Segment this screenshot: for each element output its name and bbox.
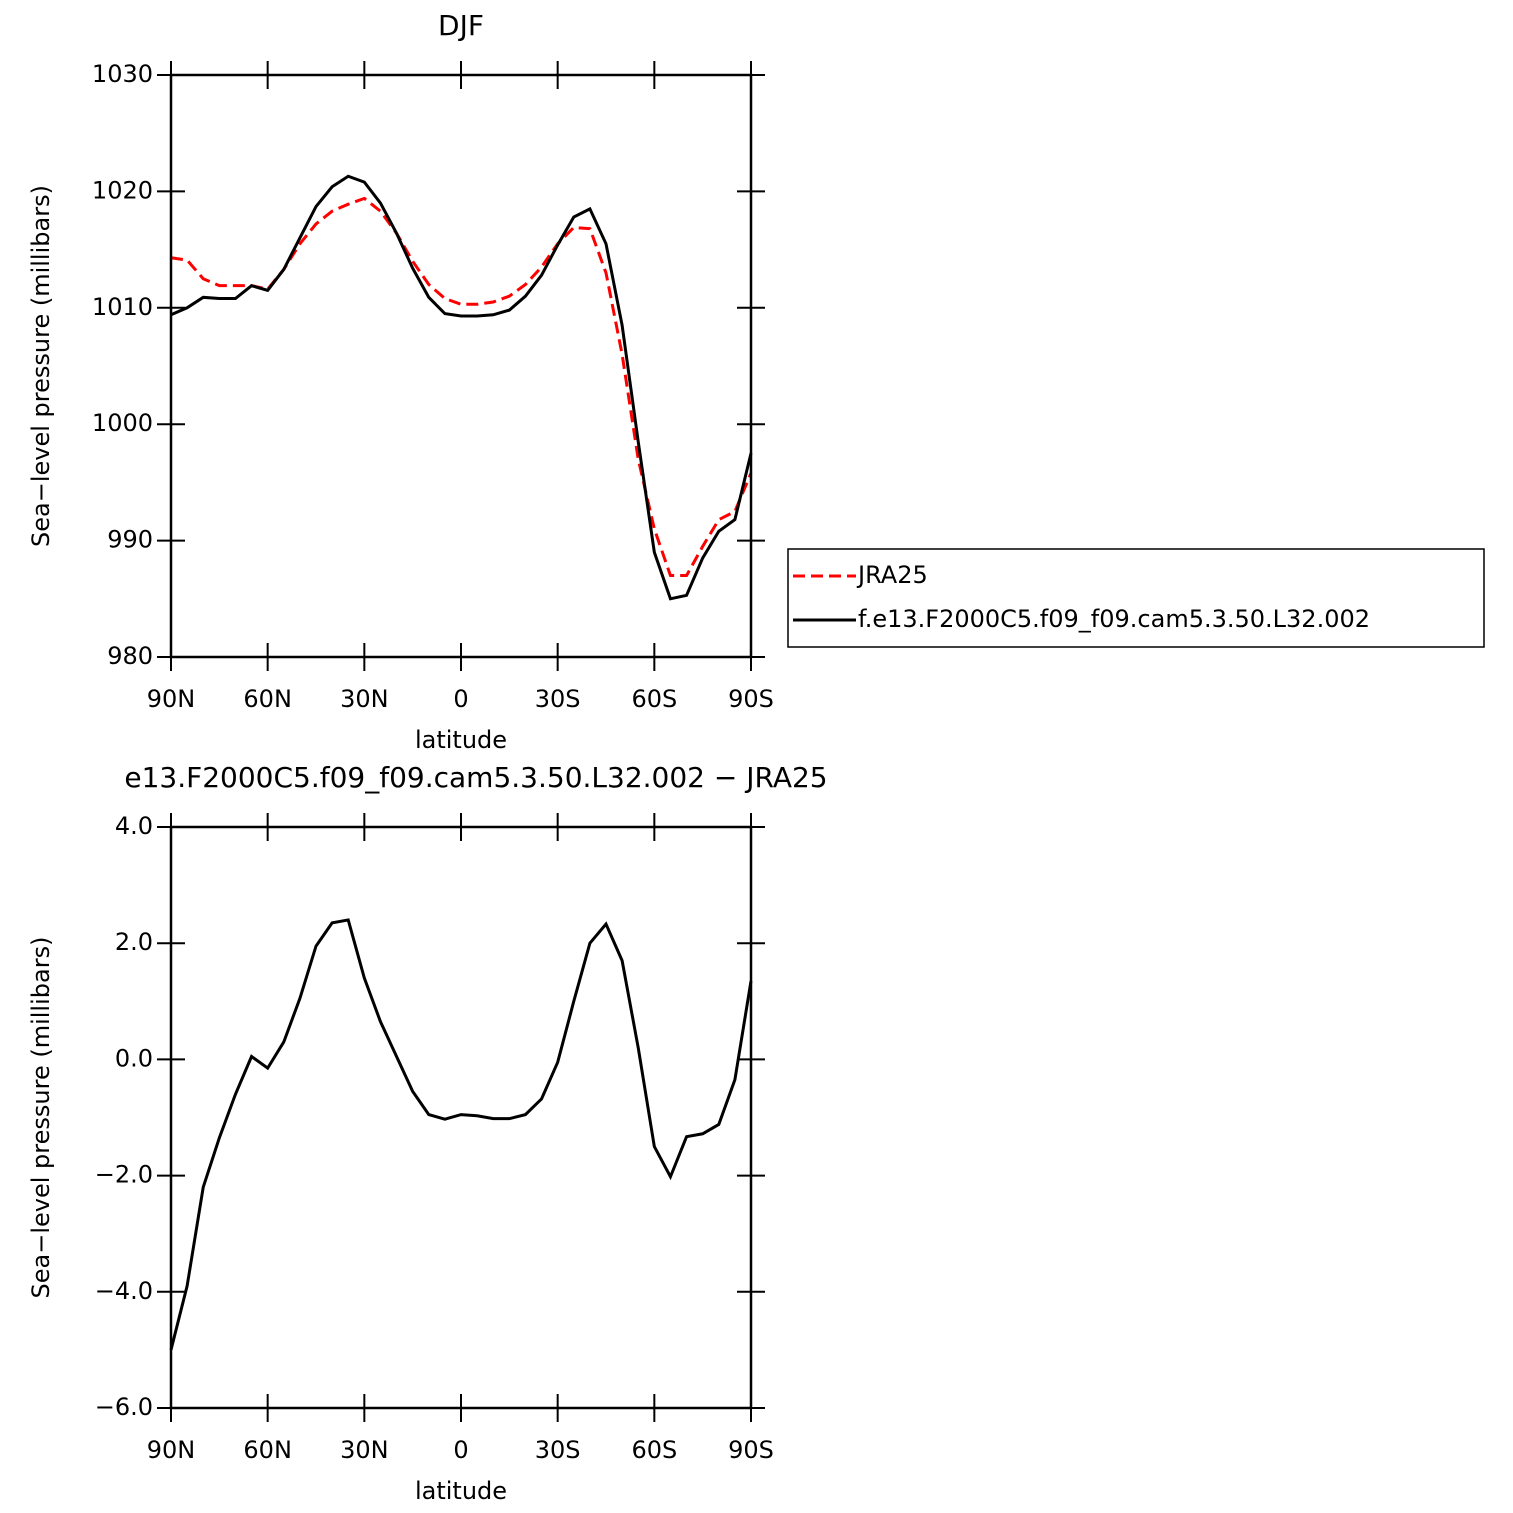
y-tick-label: 990: [107, 526, 153, 554]
y-tick-label: 2.0: [115, 928, 153, 956]
y-tick-label: 1020: [92, 176, 153, 204]
y-tick-label: −2.0: [95, 1161, 153, 1189]
y-tick-label: 980: [107, 642, 153, 670]
plot-frame: [169, 73, 753, 659]
y-tick-label: 0.0: [115, 1044, 153, 1072]
y-tick-label: −4.0: [95, 1277, 153, 1305]
x-tick-label: 60N: [243, 685, 292, 713]
y-axis-label: Sea−level pressure (millibars): [27, 185, 55, 547]
y-tick-label: −6.0: [95, 1393, 153, 1421]
chart-title: e13.F2000C5.f09_f09.cam5.3.50.L32.002 − …: [124, 761, 827, 794]
x-tick-label: 30N: [340, 685, 389, 713]
x-tick-label: 0: [453, 1436, 468, 1464]
x-tick-label: 90N: [147, 1436, 196, 1464]
x-tick-label: 0: [453, 685, 468, 713]
legend-label: f.e13.F2000C5.f09_f09.cam5.3.50.L32.002: [858, 605, 1370, 633]
plot-frame: [169, 825, 753, 1410]
x-tick-label: 60S: [631, 1436, 677, 1464]
y-tick-label: 1000: [92, 409, 153, 437]
data-line: [170, 174, 753, 601]
x-tick-label: 90S: [728, 1436, 774, 1464]
x-tick-label: 30S: [535, 1436, 581, 1464]
y-tick-label: 1010: [92, 293, 153, 321]
x-tick-label: 30S: [535, 685, 581, 713]
x-tick-label: 90S: [728, 685, 774, 713]
data-line: [169, 918, 753, 1351]
x-tick-label: 60N: [243, 1436, 292, 1464]
x-tick-label: 60S: [631, 685, 677, 713]
x-tick-label: 30N: [340, 1436, 389, 1464]
x-tick-label: 90N: [147, 685, 196, 713]
data-line: [170, 196, 753, 578]
x-axis-label: latitude: [415, 726, 507, 754]
chart-title: DJF: [438, 9, 484, 42]
y-tick-label: 4.0: [115, 812, 153, 840]
x-axis-label: latitude: [415, 1477, 507, 1505]
y-axis-label: Sea−level pressure (millibars): [27, 937, 55, 1299]
y-tick-label: 1030: [92, 60, 153, 88]
legend-label: JRA25: [856, 561, 928, 589]
legend-box: [787, 548, 1485, 648]
